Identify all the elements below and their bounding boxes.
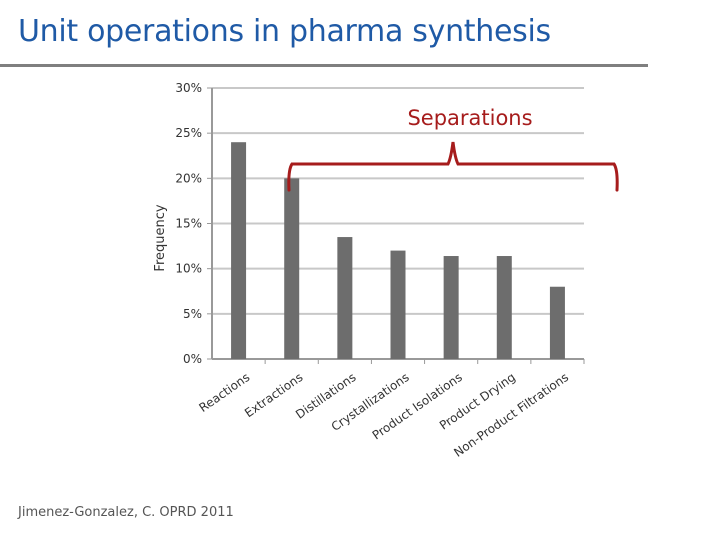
x-tick-labels: ReactionsExtractionsDistillationsCrystal…: [196, 370, 571, 460]
y-tick-label: 25%: [175, 126, 202, 140]
y-tick-label: 0%: [183, 352, 202, 366]
y-tick-label: 30%: [175, 81, 202, 95]
bar: [337, 237, 353, 359]
y-tick-label: 10%: [175, 262, 202, 276]
citation: Jimenez-Gonzalez, C. OPRD 2011: [18, 505, 234, 520]
y-tick-label: 5%: [183, 307, 202, 321]
title-divider: [0, 64, 648, 67]
y-tick-labels: 0% 5% 10% 15% 20% 25% 30%: [175, 81, 202, 366]
bar: [549, 286, 565, 359]
bar: [390, 250, 406, 359]
separations-annotation: Separations: [287, 106, 619, 192]
bar: [496, 256, 512, 359]
bar: [231, 142, 247, 359]
y-axis-label: Frequency: [153, 204, 168, 271]
separations-label: Separations: [407, 106, 532, 130]
x-tick-label: Product Isolations: [370, 370, 465, 443]
bar: [443, 256, 459, 359]
separations-brace: [287, 141, 619, 192]
bars: [231, 142, 565, 359]
y-tick-label: 15%: [175, 217, 202, 231]
bar: [284, 178, 300, 359]
y-tick-label: 20%: [175, 171, 202, 185]
slide-title: Unit operations in pharma synthesis: [18, 14, 551, 49]
